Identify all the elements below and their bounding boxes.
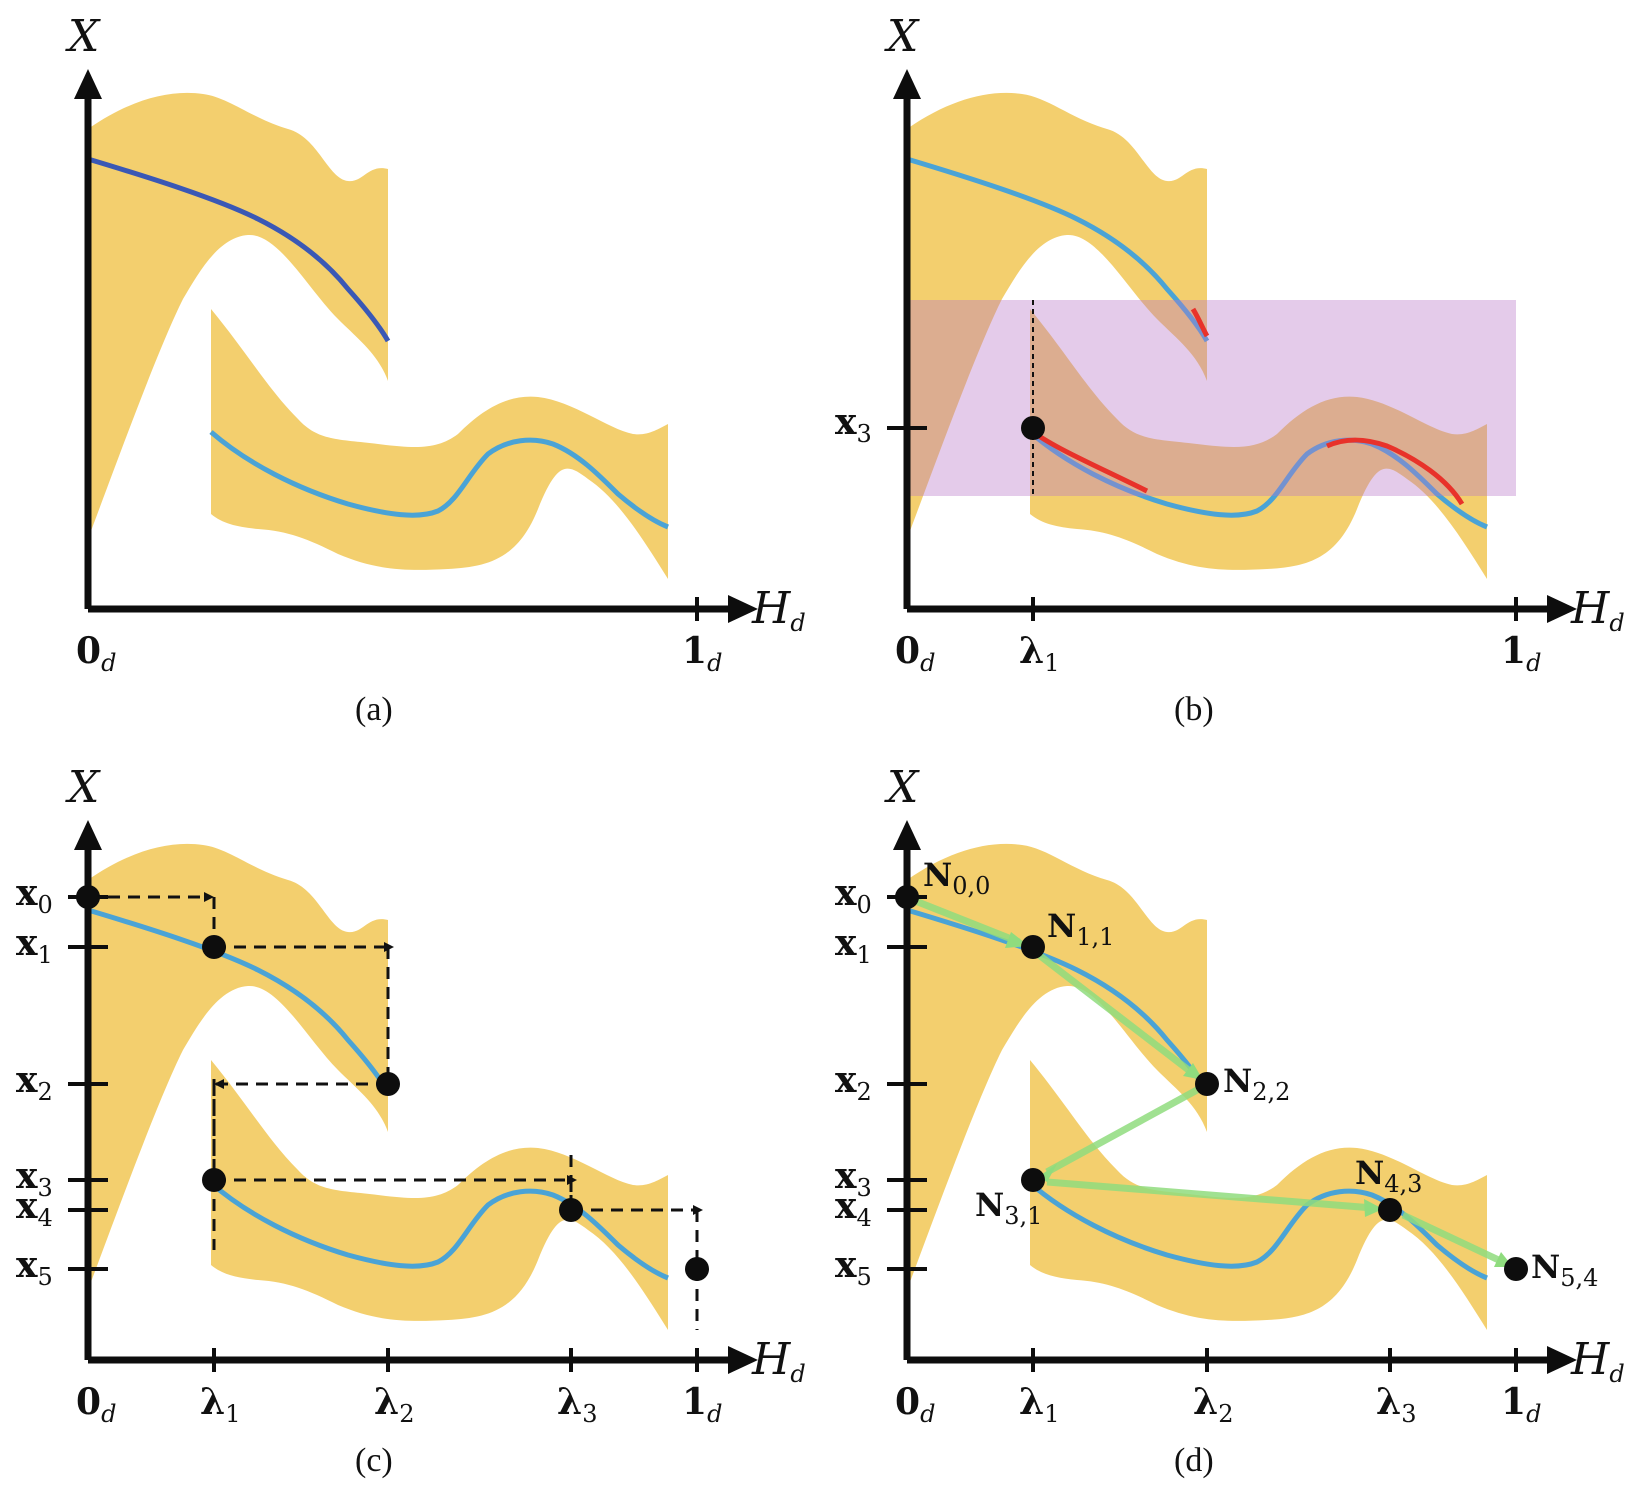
uncertainty-band-lower <box>211 1060 668 1330</box>
axes <box>887 69 1577 623</box>
matched-segment-upper <box>1190 307 1210 338</box>
query-window <box>907 300 1516 496</box>
lambda2-label: λ2 <box>1193 1381 1234 1428</box>
origin-label: 0d <box>76 1381 116 1428</box>
panel-d: X Hd 0d 1d λ1 λ2 λ3 x0 x1 x2 x3 x4 x5 N0… <box>835 762 1625 1479</box>
node-n54 <box>1504 1257 1528 1281</box>
origin-label: 0d <box>76 630 116 677</box>
x5-label: x5 <box>835 1244 872 1291</box>
x1-label: x1 <box>835 922 872 969</box>
node-label-n43: N4,3 <box>1355 1154 1422 1198</box>
origin-label: 0d <box>895 630 935 677</box>
y-axis-label: X <box>65 762 101 813</box>
x2-label: x2 <box>16 1059 53 1106</box>
x-axis-label: Hd <box>1570 1334 1625 1388</box>
point-x3 <box>202 1168 226 1192</box>
x0-label: x0 <box>835 872 872 919</box>
x3-point <box>1021 416 1045 440</box>
node-n43 <box>1378 1198 1402 1222</box>
x-axis-label: Hd <box>751 583 806 637</box>
node-label-n54: N5,4 <box>1531 1248 1598 1292</box>
lambda1-label: λ1 <box>1019 630 1060 677</box>
y-arrow-head <box>893 820 921 850</box>
x3-label: x3 <box>835 401 872 448</box>
x2-label: x2 <box>835 1059 872 1106</box>
y-axis-label: X <box>65 11 101 62</box>
x3-label: x3 <box>835 1155 872 1202</box>
node-n31 <box>1021 1168 1045 1192</box>
point-x5 <box>685 1257 709 1281</box>
y-axis-label: X <box>884 762 920 813</box>
lambda1-label: λ1 <box>1019 1381 1060 1428</box>
point-x1 <box>202 935 226 959</box>
end-label: 1d <box>682 1381 722 1428</box>
y-arrow-head <box>893 69 921 99</box>
panel-a: X Hd 0d 1d (a) <box>65 11 806 728</box>
node-label-n11: N1,1 <box>1047 907 1114 951</box>
node-label-n31: N3,1 <box>975 1186 1042 1230</box>
lambda1-label: λ1 <box>200 1381 241 1428</box>
caption-b: (b) <box>1174 691 1214 728</box>
lambda3-label: λ3 <box>557 1381 598 1428</box>
caption-c: (c) <box>355 1442 393 1479</box>
panel-c: X Hd 0d 1d λ1 λ2 λ3 x0 x1 x2 x3 x4 x5 (c… <box>16 762 806 1479</box>
matched-segment-lower-1 <box>1031 429 1149 494</box>
x-arrow-head <box>728 595 758 623</box>
point-x2 <box>376 1072 400 1096</box>
node-n22 <box>1195 1072 1219 1096</box>
caption-a: (a) <box>355 691 393 728</box>
end-label: 1d <box>682 630 722 677</box>
uncertainty-band-lower <box>211 309 668 579</box>
matched-segment-lower-2 <box>1325 437 1465 506</box>
lambda2-label: λ2 <box>374 1381 415 1428</box>
point-x4 <box>559 1198 583 1222</box>
origin-label: 0d <box>895 1381 935 1428</box>
x5-label: x5 <box>16 1244 53 1291</box>
y-axis-label: X <box>884 11 920 62</box>
graph-edges <box>911 896 1507 1267</box>
axes <box>74 69 758 623</box>
caption-d: (d) <box>1174 1442 1214 1479</box>
x1-label: x1 <box>16 922 53 969</box>
x-arrow-head <box>1547 1346 1577 1374</box>
node-n11 <box>1021 935 1045 959</box>
node-label-n22: N2,2 <box>1223 1062 1290 1106</box>
axes <box>887 820 1577 1374</box>
end-label: 1d <box>1501 1381 1541 1428</box>
y-arrow-head <box>74 69 102 99</box>
x4-label: x4 <box>16 1185 53 1232</box>
x3-label: x3 <box>16 1155 53 1202</box>
x-axis-label: Hd <box>751 1334 806 1388</box>
x-arrow-head <box>728 1346 758 1374</box>
axes <box>68 820 758 1374</box>
y-arrow-head <box>74 820 102 850</box>
x0-label: x0 <box>16 872 53 919</box>
panel-b: X Hd 0d 1d λ1 x3 (b) <box>835 11 1625 728</box>
x4-label: x4 <box>835 1185 872 1232</box>
x-arrow-head <box>1547 595 1577 623</box>
end-label: 1d <box>1501 630 1541 677</box>
node-label-n00: N0,0 <box>923 856 990 900</box>
lambda3-label: λ3 <box>1376 1381 1417 1428</box>
x-axis-label: Hd <box>1570 583 1625 637</box>
